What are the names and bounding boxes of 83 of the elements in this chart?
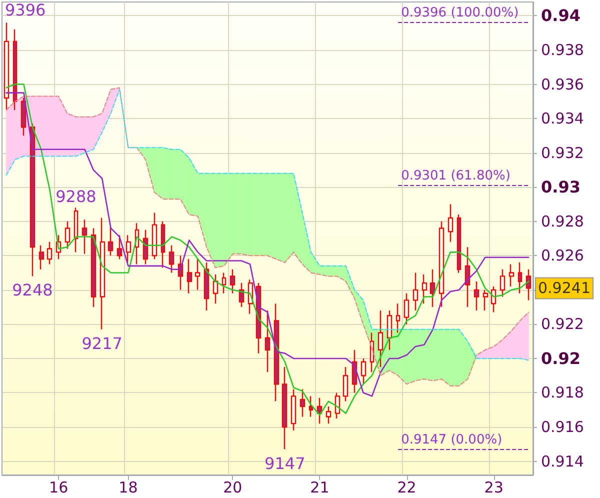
candlestick [30, 123, 36, 277]
candlestick [160, 220, 166, 268]
annotation: 9396 [5, 0, 46, 20]
candlestick [204, 262, 210, 312]
candlestick [282, 366, 288, 450]
candlestick [274, 303, 280, 402]
candlestick [186, 258, 192, 294]
x-tick-label: 21 [310, 478, 330, 496]
candlestick [456, 214, 462, 274]
candlestick [222, 272, 226, 294]
y-tick-label: 0.92 [541, 348, 580, 368]
candlestick [82, 219, 88, 255]
candlestick [108, 226, 114, 256]
candlestick [482, 289, 488, 312]
annotation: 9288 [56, 187, 96, 206]
x-tick-label: 23 [484, 478, 504, 496]
candlestick [12, 28, 18, 111]
y-tick-label: 0.94 [541, 6, 580, 26]
candlestick [168, 244, 174, 274]
y-tick-label: 0.922 [541, 315, 584, 334]
candlestick [474, 280, 480, 312]
ref-line-label: 0.9147 (0.00%) [401, 432, 502, 448]
candlestick [64, 220, 70, 250]
y-tick-label: 0.916 [541, 418, 584, 436]
candlestick [386, 310, 392, 350]
candlestick [38, 244, 44, 270]
x-tick-label: 16 [49, 478, 68, 496]
candlestick [4, 22, 10, 111]
candlestick [46, 241, 52, 265]
candlestick [412, 272, 418, 312]
annotation: 9248 [12, 280, 53, 300]
ref-line-label: 0.9301 (61.80%) [401, 168, 510, 184]
y-tick-label: 0.928 [541, 212, 584, 230]
annotation: 9217 [82, 334, 122, 353]
candlestick [334, 392, 340, 420]
candlestick [342, 366, 348, 402]
candlestick [238, 282, 244, 308]
ref-line-label: 0.9396 (100.00%) [401, 6, 519, 21]
candlestick [300, 388, 306, 418]
candlestick [448, 204, 454, 243]
candlestick [308, 396, 314, 418]
candlestick [526, 268, 532, 301]
y-tick-label: 0.926 [541, 246, 584, 265]
candlestick [370, 332, 374, 373]
candlestick [464, 246, 470, 308]
candlestick [194, 258, 200, 291]
candlestick [90, 228, 96, 308]
candlestick [290, 388, 296, 432]
candlestick [430, 268, 436, 308]
annotation: 9147 [264, 454, 306, 473]
candlestick [518, 262, 522, 294]
x-tick-label: 22 [397, 478, 416, 496]
candlestick [116, 234, 122, 260]
x-tick-label: 18 [118, 478, 138, 496]
candlestick [152, 212, 158, 260]
x-tick-label: 20 [223, 478, 242, 496]
candlestick [326, 406, 332, 424]
y-tick-label: 0.93 [541, 178, 580, 197]
candlestick [404, 292, 410, 325]
candlestick [264, 310, 270, 373]
candlestick [378, 310, 384, 368]
candlestick [438, 220, 444, 308]
candlestick [490, 286, 496, 313]
candlestick [396, 303, 400, 334]
candlestick [422, 274, 428, 304]
candlestick [212, 274, 218, 304]
y-tick-label: 0.932 [541, 144, 584, 162]
candlestick [360, 358, 366, 385]
y-tick-label: 0.918 [541, 384, 584, 402]
candlestick [74, 207, 78, 253]
y-tick-label: 0.934 [541, 110, 584, 128]
candlestick [142, 229, 148, 265]
y-tick-label: 0.936 [541, 75, 584, 94]
candlestick [230, 268, 236, 294]
y-tick-label: 0.938 [541, 40, 584, 59]
text: 0.9241 [538, 279, 590, 298]
candlestick [20, 97, 26, 136]
candlestick [508, 264, 514, 288]
candlestick [126, 234, 132, 264]
y-tick-label: 0.914 [541, 452, 584, 470]
candlestick [100, 217, 106, 330]
candlestick [500, 268, 506, 298]
candlestick [316, 397, 322, 424]
